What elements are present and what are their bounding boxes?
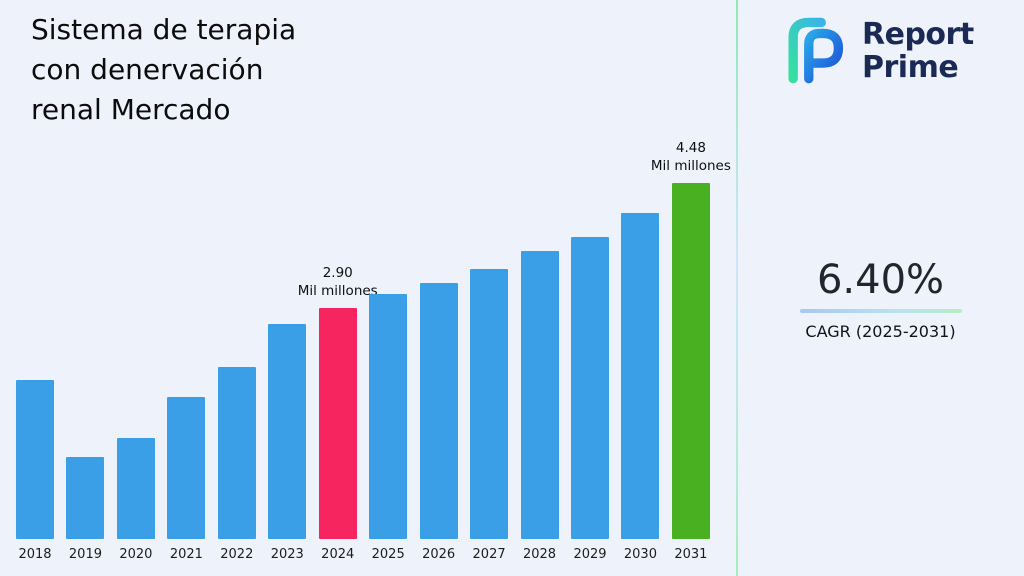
bar-annotation: 4.48 Mil millones [651, 139, 731, 175]
annotation-value: 4.48 [675, 139, 706, 156]
x-axis-label: 2028 [522, 547, 557, 562]
x-axis-label: 2025 [371, 547, 405, 562]
page-title-line3: renal Mercado [31, 93, 231, 126]
bar-2030 [621, 213, 660, 539]
x-axis-label: 2027 [472, 547, 506, 562]
cagr-stat: 6.40% CAGR (2025-2031) [737, 256, 1024, 341]
x-axis-label: 2018 [18, 547, 52, 562]
x-axis-label: 2019 [68, 547, 102, 562]
bar-2026 [419, 283, 458, 539]
x-axis-label: 2022 [220, 547, 254, 562]
cagr-underline [799, 309, 962, 313]
bar-annotation: 2.90 Mil millones [298, 264, 378, 300]
bar-2019 [66, 457, 105, 539]
logo-text-line1: Report [862, 17, 974, 52]
bar-2028 [520, 251, 559, 539]
brand-logo: Report Prime [776, 10, 974, 92]
page-title-line1: Sistema de terapia [31, 13, 297, 46]
x-axis-label: 2023 [270, 547, 304, 562]
bar-2023 [268, 323, 307, 539]
bar-column: 2021 [163, 126, 209, 562]
bar-column: 2028 [517, 126, 563, 562]
bar-column: 2.90 Mil millones 2024 [298, 126, 378, 562]
bar-column: 2022 [214, 126, 260, 562]
page-title-line2: con denervación [31, 53, 264, 86]
bar-2025 [369, 294, 408, 539]
x-axis-label: 2029 [573, 547, 607, 562]
logo-mark-icon [776, 10, 854, 92]
bar-2018 [16, 380, 54, 539]
logo-text-line2: Prime [862, 50, 959, 85]
bar-column: 2027 [466, 126, 512, 562]
bar-column: 4.48 Mil millones 2031 [651, 126, 731, 562]
annotation-unit: Mil millones [297, 283, 378, 300]
x-axis-label: 2021 [169, 547, 203, 562]
bar-column: 2025 [365, 126, 411, 562]
bar-column: 2018 [12, 126, 58, 562]
page-title: Sistema de terapia con denervación renal… [31, 10, 296, 130]
x-axis-label: 2026 [422, 547, 456, 562]
bar-2020 [116, 438, 155, 539]
annotation-unit: Mil millones [650, 157, 731, 174]
x-axis-label: 2024 [321, 547, 355, 562]
logo-text: Report Prime [862, 18, 974, 84]
bar-2027 [470, 268, 509, 539]
cagr-value: 6.40% [816, 257, 945, 303]
bar-2029 [570, 236, 609, 539]
x-axis-label: 2030 [623, 547, 657, 562]
bar-2031 [671, 182, 710, 539]
bar-column: 2019 [62, 126, 108, 562]
cagr-label: CAGR (2025-2031) [805, 322, 956, 341]
bar-chart: 2018 2019 2020 2021 2022 2023 2.90 Mil millones… [12, 126, 731, 562]
x-axis-label: 2031 [674, 547, 708, 562]
annotation-value: 2.90 [322, 265, 353, 282]
bar-2022 [217, 366, 256, 539]
bar-2024 [318, 308, 357, 539]
bar-column: 2020 [113, 126, 159, 562]
bar-column: 2030 [617, 126, 663, 562]
vertical-divider [736, 0, 738, 576]
bar-column: 2026 [416, 126, 462, 562]
bar-column: 2023 [264, 126, 310, 562]
x-axis-label: 2020 [119, 547, 153, 562]
bar-2021 [167, 396, 206, 539]
bar-column: 2029 [567, 126, 613, 562]
